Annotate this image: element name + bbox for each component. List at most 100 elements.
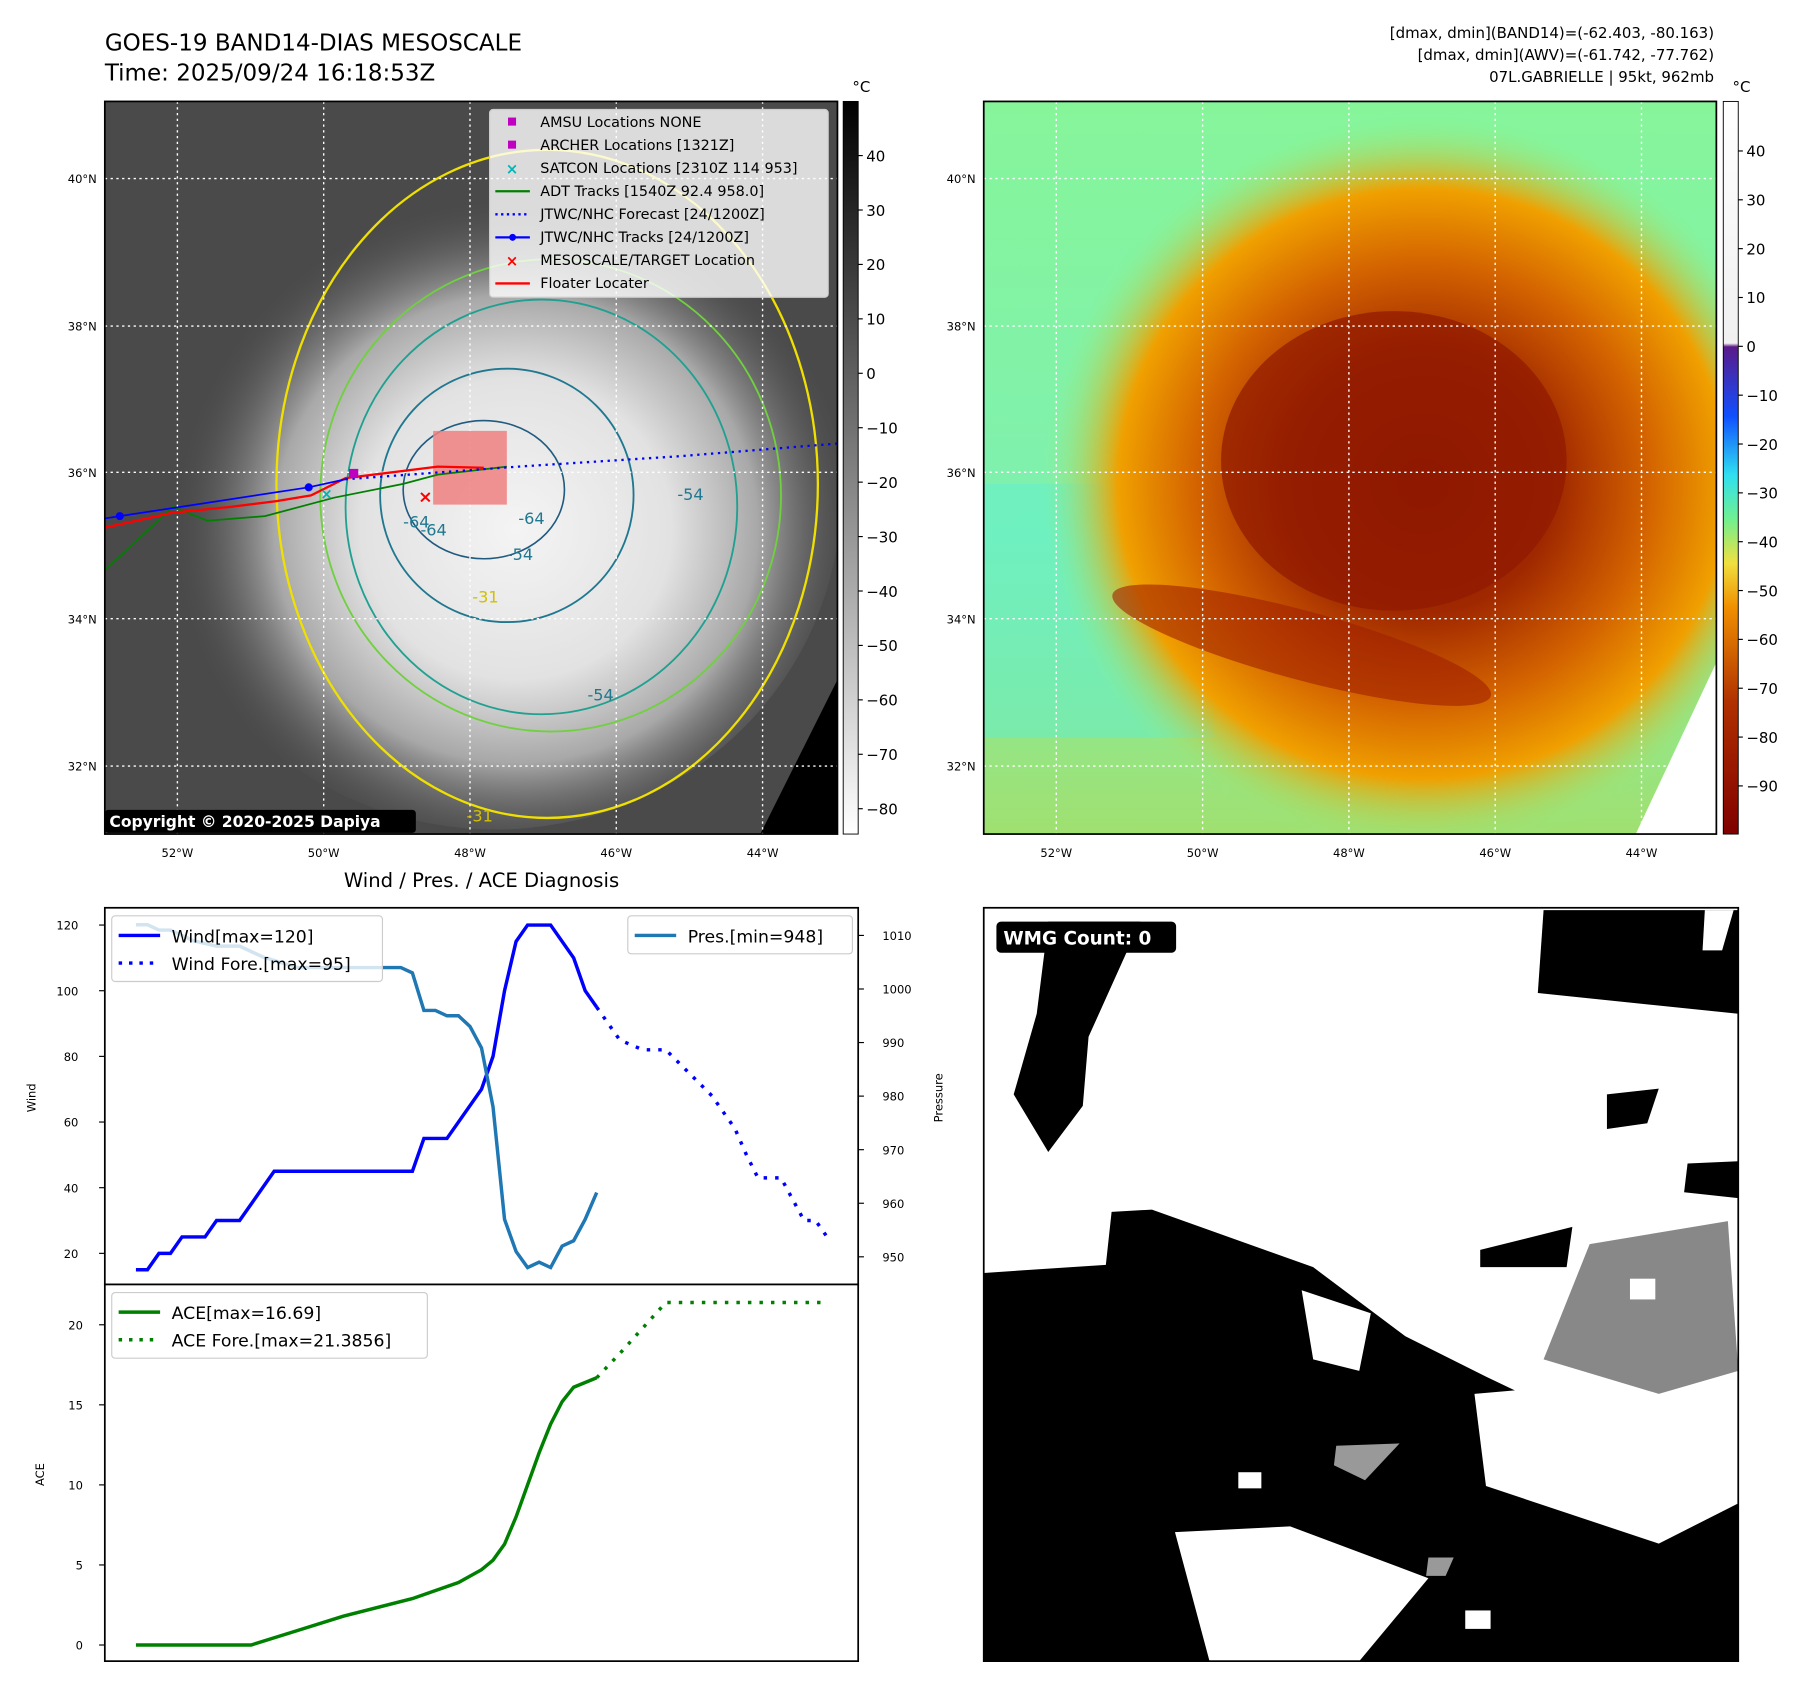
lat-label: 38°N — [947, 320, 976, 334]
jtwc-track — [104, 478, 346, 520]
y-tick-label: 20 — [64, 1247, 79, 1261]
lon-label: 48°W — [1333, 846, 1365, 860]
contour-label: -54 — [587, 685, 613, 704]
legend-label: Wind Fore.[max=95] — [172, 955, 351, 975]
colorbar-tick-label: −40 — [866, 583, 898, 601]
legend-label: Wind[max=120] — [172, 927, 314, 947]
contour-label: -31 — [472, 588, 498, 607]
colorbar-tick-label: −70 — [866, 746, 898, 764]
legend-square-icon — [507, 117, 517, 126]
lat-label: 36°N — [947, 466, 976, 480]
contour-label: -64 — [403, 513, 429, 532]
contour-teal-inner — [379, 367, 635, 624]
y2-tick-label: 960 — [882, 1197, 904, 1211]
colorbar-tick-label: −30 — [866, 528, 898, 546]
figure-time: Time: 2025/09/24 16:18:53Z — [104, 61, 436, 87]
lat-label: 34°N — [947, 612, 976, 626]
contour-label: -31 — [467, 806, 493, 825]
lon-label: 50°W — [308, 846, 340, 860]
colorbar-tick-label: −50 — [866, 637, 898, 655]
wmg-panel — [983, 907, 1739, 1662]
wmg-count-badge: WMG Count: 0 — [996, 921, 1177, 953]
chart-title: Wind / Pres. / ACE Diagnosis — [344, 869, 619, 892]
wind-line — [135, 923, 599, 1272]
colorbar-tick-label: 10 — [866, 311, 885, 329]
y-tick-label: 20 — [68, 1318, 83, 1332]
y2-tick-label: 990 — [882, 1036, 904, 1050]
satcon-marker: × — [320, 485, 333, 503]
colorbar-tick-label: −10 — [1746, 387, 1778, 405]
lon-label: 50°W — [1187, 846, 1219, 860]
lon-label: 46°W — [1479, 846, 1511, 860]
colorbar-tick-label: 40 — [1746, 143, 1765, 161]
colorbar-tick-label: 30 — [1746, 192, 1765, 210]
chart-legend — [111, 915, 384, 983]
y-tick-label: 15 — [68, 1398, 83, 1412]
colorbar-tick-label: −10 — [866, 419, 898, 437]
colorbar-tick-label: −60 — [1746, 631, 1778, 649]
ace-line — [135, 1376, 598, 1647]
lat-label: 32°N — [68, 760, 97, 774]
y-tick-label: 100 — [56, 984, 78, 998]
lon-label: 52°W — [1040, 846, 1072, 860]
y-tick-label: 80 — [64, 1050, 79, 1064]
colorbar-tick-label: 0 — [1746, 338, 1756, 356]
y2-tick-label: 980 — [882, 1090, 904, 1104]
ir-colorbar-unit: °C — [852, 78, 870, 96]
legend-label: MESOSCALE/TARGET Location — [540, 253, 755, 269]
y-tick-label: 10 — [68, 1479, 83, 1493]
colorbar-tick-label: −70 — [1746, 680, 1778, 698]
y-tick-label: 120 — [56, 919, 78, 933]
y2-tick-label: 1000 — [882, 983, 911, 997]
colorbar-tick-label: −60 — [866, 692, 898, 710]
colorbar-tick-label: 10 — [1746, 289, 1765, 307]
y-tick-label: 60 — [64, 1116, 79, 1130]
floater-track — [104, 465, 484, 529]
lon-label: 52°W — [162, 846, 194, 860]
colorbar-tick-label: −40 — [1746, 533, 1778, 551]
contour-label: -64 — [420, 521, 446, 540]
lon-label: 46°W — [600, 846, 632, 860]
info-band14: [dmax, dmin](BAND14)=(-62.403, -80.163) — [1390, 24, 1714, 42]
colorbar-tick-label: −90 — [1746, 778, 1778, 796]
legend-label: SATCON Locations [2310Z 114 953] — [540, 161, 797, 177]
legend-label: ARCHER Locations [1321Z] — [540, 138, 734, 154]
lat-label: 32°N — [947, 760, 976, 774]
lat-label: 38°N — [68, 320, 97, 334]
figure-title: GOES-19 BAND14-DIAS MESOSCALE — [105, 31, 522, 57]
lon-label: 44°W — [1626, 846, 1658, 860]
colorbar-tick-label: 40 — [866, 147, 885, 165]
y-tick-label: 0 — [76, 1639, 83, 1653]
colorbar-tick-label: −50 — [1746, 582, 1778, 600]
lat-label: 40°N — [68, 172, 97, 186]
svg-text:WMG Count: 0: WMG Count: 0 — [1003, 929, 1151, 950]
ace-axis-label: ACE — [33, 1463, 47, 1486]
ir-colorbar — [842, 100, 859, 835]
colorbar-tick-label: −20 — [866, 474, 898, 492]
pressure-axis-label: Pressure — [931, 1073, 945, 1122]
colorbar-tick-label: 30 — [866, 202, 885, 220]
colorbar-tick-label: 20 — [1746, 240, 1765, 258]
contour-label: -54 — [507, 545, 533, 564]
info-awv: [dmax, dmin](AWV)=(-61.742, -77.762) — [1418, 46, 1714, 64]
legend-label: Floater Locater — [540, 276, 649, 292]
awv-map — [983, 101, 1717, 835]
legend-x-icon: × — [506, 160, 519, 178]
legend-label: ACE Fore.[max=21.3856] — [172, 1332, 392, 1352]
lat-label: 34°N — [68, 612, 97, 626]
info-storm: 07L.GABRIELLE | 95kt, 962mb — [1489, 68, 1714, 86]
colorbar-tick-label: −80 — [1746, 729, 1778, 747]
copyright-label: Copyright © 2020-2025 Dapiya — [104, 809, 416, 833]
map-gridlines — [983, 101, 1717, 835]
svg-text:Copyright © 2020-2025 Dapiya: Copyright © 2020-2025 Dapiya — [109, 813, 380, 831]
y-tick-label: 5 — [76, 1559, 83, 1573]
archer-marker — [349, 468, 359, 479]
awv-colorbar-unit: °C — [1732, 78, 1750, 96]
lon-label: 48°W — [454, 846, 486, 860]
lat-label: 40°N — [947, 172, 976, 186]
adt-track — [104, 465, 507, 571]
colorbar-tick-label: −30 — [1746, 485, 1778, 503]
colorbar-tick-label: 0 — [866, 365, 876, 383]
map-legend: AMSU Locations NONE ARCHER Locations [132… — [488, 108, 829, 298]
legend-label: JTWC/NHC Tracks [24/1200Z] — [539, 230, 749, 246]
